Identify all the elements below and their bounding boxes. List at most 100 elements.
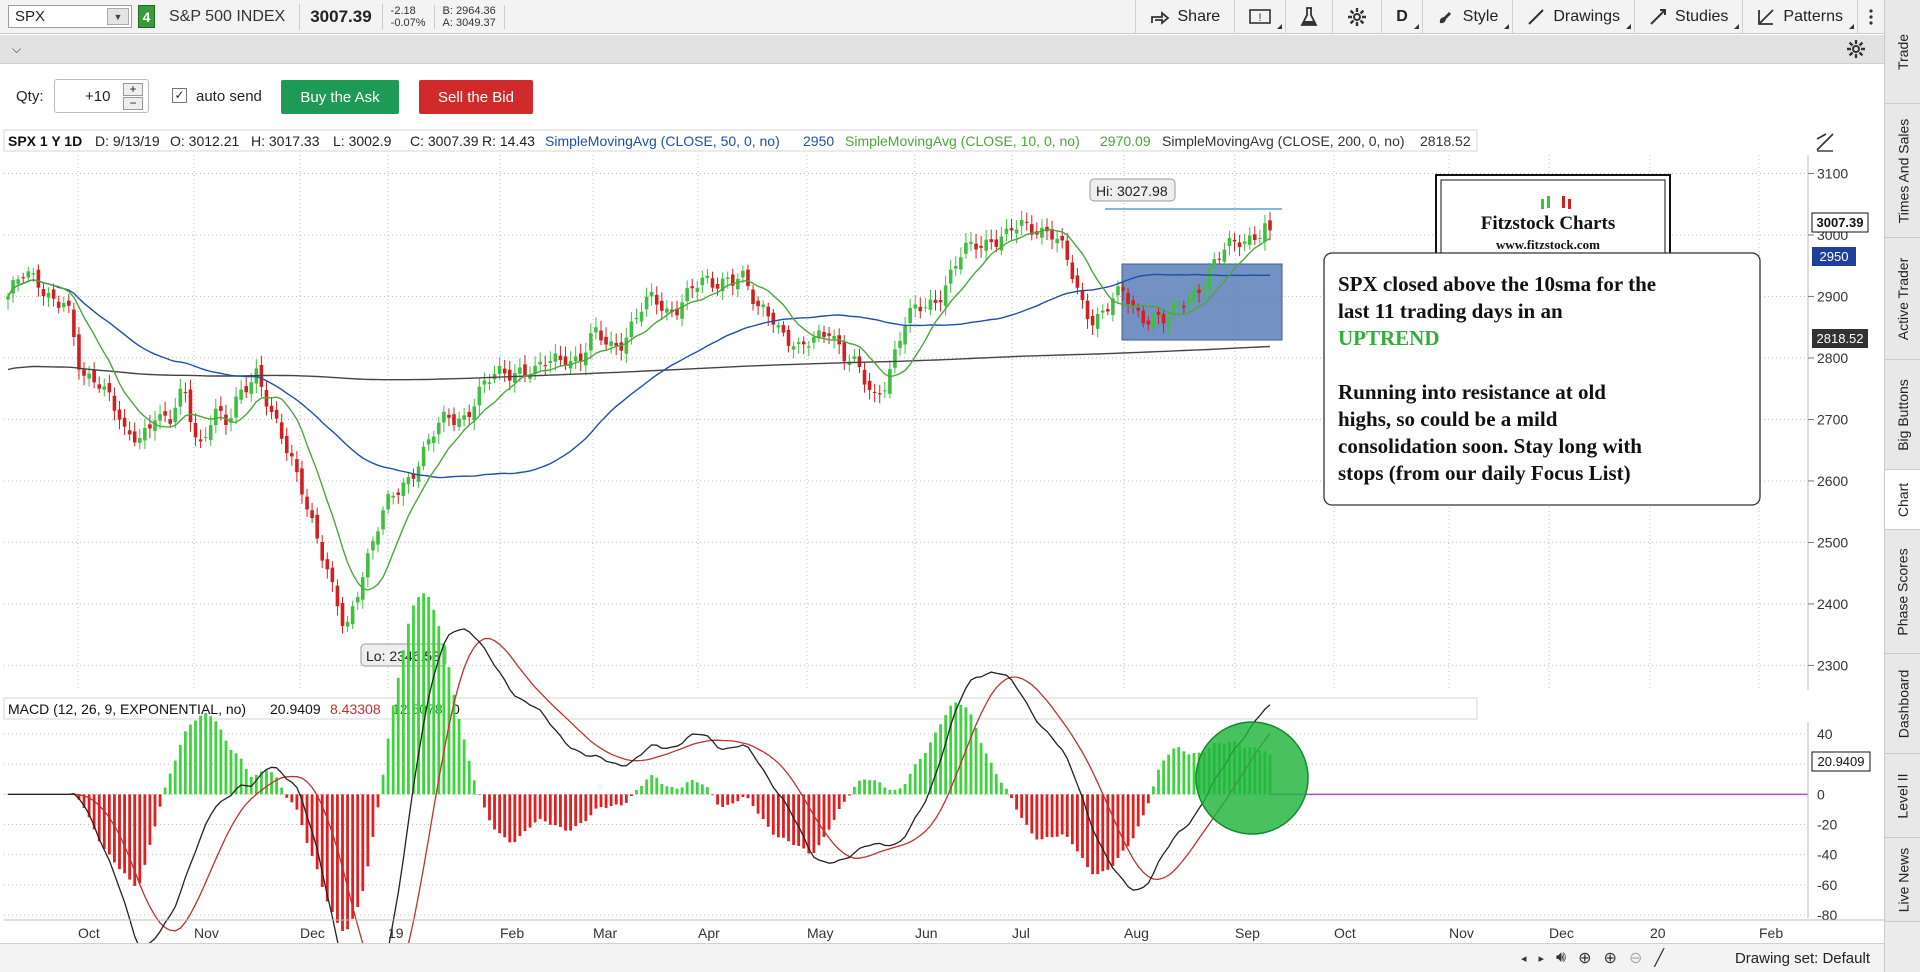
crosshair-icon[interactable]: ⊕ (1578, 950, 1592, 967)
patterns-button[interactable]: Patterns (1742, 0, 1857, 34)
candle-body (933, 299, 938, 303)
highlight-circle[interactable] (1195, 721, 1309, 835)
candle-body (943, 285, 948, 306)
header-sma200-label[interactable]: SimpleMovingAvg (CLOSE, 200, 0, no) (1162, 133, 1405, 149)
alerts-button[interactable]: ! (1234, 0, 1285, 34)
drawing-set-label[interactable]: Drawing set: Default (1734, 950, 1870, 967)
symbol-input[interactable]: SPX ▼ (8, 5, 132, 28)
header-sma50-label[interactable]: SimpleMovingAvg (CLOSE, 50, 0, no) (545, 133, 780, 149)
tab-phase-scores[interactable]: Phase Scores (1885, 530, 1920, 654)
fitzstock-logo: Fitzstock Charts www.fitzstock.com (1435, 174, 1671, 266)
macd-hist-bar (929, 742, 932, 795)
macd-label[interactable]: MACD (12, 26, 9, EXPONENTIAL, no) (8, 701, 246, 717)
aggregation-button[interactable]: D (1381, 0, 1422, 34)
auto-send-checkbox[interactable]: ✓ (172, 88, 187, 103)
candle-body (761, 304, 765, 308)
candle-body (67, 300, 71, 306)
macd-hist-bar (351, 794, 355, 919)
qty-value[interactable]: +10 (85, 88, 111, 105)
macd-hist-bar (113, 794, 116, 863)
analysis-note[interactable]: SPX closed above the 10sma for the last … (1323, 252, 1761, 506)
macd-hist-bar (123, 794, 126, 874)
zoom-in-icon[interactable]: ⊕ (1603, 950, 1617, 967)
sound-icon[interactable]: 🔊︎ (1556, 949, 1567, 966)
zoom-out-icon[interactable]: ⊖ (1628, 950, 1643, 967)
scroll-left-icon[interactable]: ◂ (1520, 952, 1527, 965)
bid-value: B: 2964.36 (442, 4, 496, 17)
time-axis: Oct Nov Dec 19 Feb Mar Apr May Jun Jul Aug Sep Oct No… (78, 925, 1783, 941)
flask-icon (1300, 7, 1318, 26)
candle-body (1268, 220, 1272, 231)
candle-body (1202, 287, 1206, 291)
candle-body (786, 329, 791, 346)
sma200-badge: 2818.52 (1812, 329, 1868, 348)
candle-body (553, 353, 558, 362)
time-tick-label: Aug (1124, 925, 1149, 941)
auto-send-label: auto send (196, 88, 262, 105)
tab-dashboard[interactable]: Dashboard (1885, 654, 1920, 754)
candle-body (193, 423, 198, 438)
macd-hist-bar (898, 788, 902, 795)
candle-body (97, 384, 102, 389)
sma200-badge-text: 2818.52 (1817, 331, 1864, 346)
symbol-dropdown-icon[interactable]: ▼ (107, 8, 129, 25)
macd-hist-bar (792, 794, 795, 846)
candle-body (203, 437, 208, 439)
tab-chart[interactable]: Chart (1885, 470, 1920, 530)
macd-hist-bar (594, 794, 598, 809)
candle-body (107, 383, 112, 393)
macd-hist-bar (153, 794, 157, 827)
tab-active-trader[interactable]: Active Trader (1885, 238, 1920, 360)
studies-button[interactable]: Studies (1634, 0, 1742, 34)
scroll-right-icon[interactable]: ▸ (1538, 952, 1545, 965)
macd-hist-bar (1167, 754, 1171, 795)
candle-body (482, 380, 487, 385)
macd-hist-bar (776, 794, 780, 838)
drawing-tool-icon[interactable]: ╱ (1654, 950, 1664, 967)
macd-hist-bar (817, 794, 821, 846)
candle-body (239, 389, 243, 400)
sell-bid-button[interactable]: Sell the Bid (419, 80, 533, 114)
moving-averages (7, 228, 1271, 591)
tab-times-and-sales[interactable]: Times And Sales (1885, 104, 1920, 238)
qty-decrement-button[interactable]: − (123, 97, 143, 110)
collapse-chevron-icon[interactable]: ⌵ (12, 42, 22, 56)
price-chart[interactable]: SPX 1 Y 1D D: 9/13/19 O: 3012.21 H: 3017… (0, 0, 1884, 943)
macd-hist-bar (330, 794, 334, 913)
macd-hist-bar (548, 794, 552, 825)
tab-big-buttons-label: Big Buttons (1895, 378, 1912, 451)
qty-increment-button[interactable]: + (123, 83, 143, 96)
link-group-badge[interactable]: 4 (138, 5, 155, 28)
macd-hist-bar (837, 794, 841, 810)
qty-stepper[interactable]: +10 + − (54, 79, 149, 113)
flask-button[interactable] (1285, 0, 1332, 34)
tab-big-buttons[interactable]: Big Buttons (1885, 360, 1920, 470)
header-open: O: 3012.21 (170, 133, 239, 149)
macd-grid (4, 733, 1808, 916)
macd-hist-bar (579, 794, 583, 824)
candle-body (229, 418, 233, 423)
header-sma10-label[interactable]: SimpleMovingAvg (CLOSE, 10, 0, no) (845, 133, 1080, 149)
macd-hist-bar (695, 782, 699, 795)
candle-body (46, 292, 51, 298)
macd-hist-bar (842, 794, 846, 802)
candle-body (249, 382, 254, 394)
buy-ask-button[interactable]: Buy the Ask (281, 80, 399, 114)
macd-hist-bar (564, 794, 567, 831)
panel-gear-icon[interactable] (1846, 39, 1866, 59)
quick-order-bar: Qty: +10 + − ✓ auto send Buy the Ask Sel… (0, 64, 1884, 130)
tab-level-ii[interactable]: Level II (1885, 754, 1920, 838)
time-tick-label: Feb (500, 925, 524, 941)
chart-mode-icon[interactable] (1816, 133, 1834, 152)
settings-button[interactable] (1332, 0, 1381, 34)
tab-live-news[interactable]: Live News (1885, 838, 1920, 922)
style-button[interactable]: Style (1421, 0, 1513, 34)
candle-body (1100, 310, 1105, 313)
more-button[interactable] (1857, 0, 1884, 34)
share-button[interactable]: Share (1134, 0, 1235, 34)
macd-tick-label: -40 (1817, 847, 1837, 863)
candle-body (452, 414, 456, 426)
candle-body (583, 352, 588, 366)
drawings-button[interactable]: Drawings (1512, 0, 1634, 34)
tab-trade[interactable]: Trade (1885, 0, 1920, 104)
